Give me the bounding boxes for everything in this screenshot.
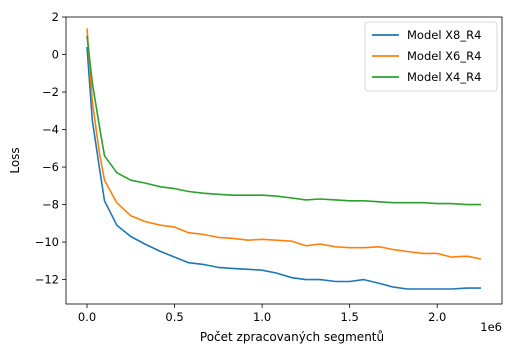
y-tick-label: −8 [42, 198, 59, 212]
x-tick-label: 2.0 [428, 310, 446, 324]
y-tick-label: 0 [52, 48, 59, 62]
legend-entry: Model X4_R4 [407, 70, 481, 84]
y-tick-label: −12 [35, 273, 59, 287]
x-tick-label: 0.5 [165, 310, 183, 324]
x-axis-offset-label: 1e6 [480, 320, 502, 334]
y-tick-label: −10 [35, 235, 59, 249]
legend: Model X8_R4 Model X6_R4 Model X4_R4 [364, 21, 498, 92]
y-tick-label: −2 [42, 85, 59, 99]
series-line-2 [86, 28, 482, 260]
x-tick-label: 1.0 [253, 310, 271, 324]
y-tick-label: −4 [42, 123, 59, 137]
x-axis-label: Počet zpracovaných segmentů [200, 330, 384, 344]
legend-entry: Model X6_R4 [407, 49, 481, 63]
plot-frame [65, 16, 503, 305]
series-line-3 [86, 35, 481, 206]
axes-layer: 0.0 0.5 1.0 1.5 2.0 2 0 −2 −4 −6 −8 −10 −12 [35, 10, 503, 324]
y-tick-label: 2 [52, 10, 59, 24]
x-tick-label: 0.0 [78, 310, 96, 324]
series-line-1 [86, 46, 481, 290]
x-tick-label: 1.5 [341, 310, 359, 324]
y-axis-label: Loss [8, 147, 22, 173]
legend-box [364, 21, 498, 92]
series-layer [86, 28, 482, 290]
y-tick-label: −6 [42, 160, 59, 174]
legend-entry: Model X8_R4 [407, 28, 481, 42]
